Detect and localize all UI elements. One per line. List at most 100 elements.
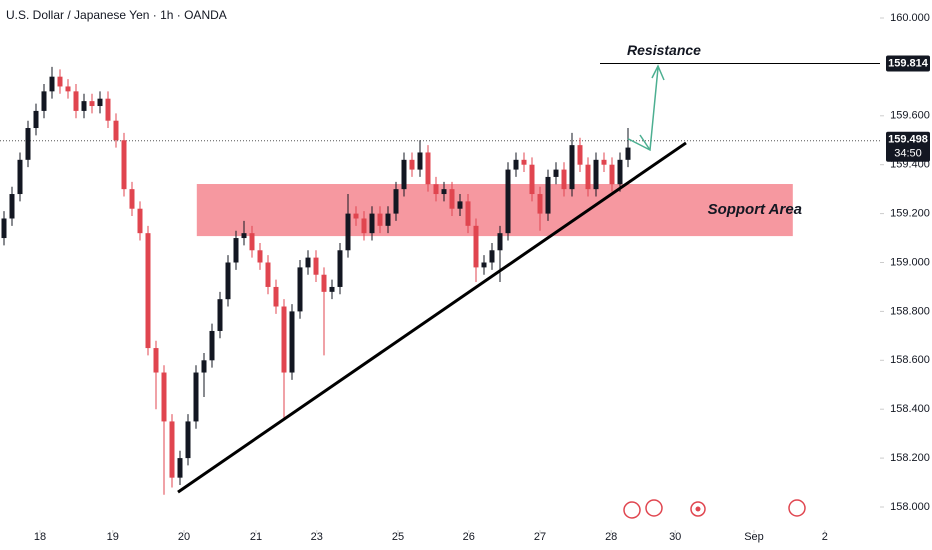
y-tick-label: 159.600 — [890, 110, 930, 122]
x-tick-label: 21 — [250, 531, 262, 543]
candle-body — [321, 274, 327, 292]
candle-body — [65, 86, 71, 92]
candle-body — [585, 164, 591, 190]
y-tick-label: 158.200 — [890, 452, 930, 464]
countdown-label: 34:50 — [894, 148, 922, 160]
candle-body — [497, 233, 503, 251]
projection-arrow — [627, 64, 665, 152]
candle-body — [337, 250, 343, 287]
trendline — [177, 141, 687, 494]
candle-body — [73, 91, 79, 111]
candle-body — [57, 76, 63, 87]
candle-body — [305, 257, 311, 268]
event-icon — [645, 499, 663, 517]
candle-body — [553, 169, 559, 177]
x-tick-label: 26 — [463, 531, 475, 543]
candle-body — [625, 147, 631, 160]
candle-body — [297, 267, 303, 312]
candle-body — [577, 145, 583, 165]
candle-body — [185, 421, 191, 459]
last-price-label: 159.498 — [888, 134, 928, 146]
candle-body — [457, 201, 463, 209]
candle-body — [601, 159, 607, 165]
candle-body — [97, 98, 103, 107]
candle-body — [161, 372, 167, 422]
y-tick-label: 158.600 — [890, 354, 930, 366]
x-tick-label: 27 — [534, 531, 546, 543]
candle-body — [369, 213, 375, 234]
candle-body — [361, 218, 367, 234]
candle-body — [41, 91, 47, 111]
x-tick-label: 20 — [178, 531, 190, 543]
y-tick-label: 158.400 — [890, 403, 930, 415]
candle-body — [1, 218, 7, 239]
y-tick-label: 158.000 — [890, 501, 930, 513]
candle-body — [209, 330, 215, 361]
last-price-box — [886, 131, 930, 162]
candle-body — [377, 213, 383, 226]
candle-body — [561, 169, 567, 190]
x-tick-label: Sep — [744, 531, 764, 543]
x-tick-label: 28 — [605, 531, 617, 543]
candle-body — [409, 159, 415, 170]
candle-body — [401, 159, 407, 190]
x-tick-label: 2 — [822, 531, 828, 543]
candle-body — [273, 286, 279, 307]
candle-body — [233, 238, 239, 263]
candle-body — [129, 189, 135, 209]
candle-body — [489, 250, 495, 263]
candle-body — [521, 159, 527, 165]
resistance-price-box — [886, 55, 930, 72]
candle-body — [169, 421, 175, 478]
candle-body — [33, 110, 39, 129]
candle-body — [529, 164, 535, 195]
candle-body — [433, 184, 439, 195]
x-tick-label: 30 — [669, 531, 681, 543]
candle-body — [617, 159, 623, 185]
x-tick-label: 18 — [34, 531, 46, 543]
candle-body — [113, 120, 119, 141]
candle-body — [121, 140, 127, 190]
chart-title: U.S. Dollar / Japanese Yen · 1h · OANDA — [6, 8, 227, 22]
candle-body — [201, 360, 207, 373]
candle-body — [105, 98, 111, 121]
candle-body — [137, 208, 143, 234]
y-tick-label: 160.000 — [890, 12, 930, 24]
candle-body — [25, 128, 31, 160]
candle-body — [569, 145, 575, 190]
candle-body — [329, 286, 335, 292]
support-label: Sopport Area — [708, 201, 802, 218]
x-tick-label: 23 — [311, 531, 323, 543]
y-tick-label: 158.800 — [890, 305, 930, 317]
candle-body — [505, 169, 511, 234]
candle-body — [217, 299, 223, 331]
x-tick-label: 25 — [392, 531, 404, 543]
candle-body — [441, 189, 447, 195]
event-icon — [695, 506, 701, 512]
x-tick-label: 19 — [107, 531, 119, 543]
candle-body — [393, 189, 399, 214]
candle-body — [425, 152, 431, 185]
candle-body — [513, 159, 519, 170]
candle-body — [385, 213, 391, 226]
event-icons — [196, 184, 806, 519]
event-icon — [623, 501, 641, 519]
candle-body — [145, 233, 151, 349]
candle-body — [537, 194, 543, 214]
candle-body — [313, 257, 319, 275]
candle-body — [49, 76, 55, 92]
candle-body — [81, 101, 87, 111]
candle-body — [153, 348, 159, 373]
candle-body — [89, 101, 95, 107]
candle-body — [353, 213, 359, 219]
candle-body — [545, 176, 551, 214]
candle-body — [241, 233, 247, 239]
candle-body — [17, 159, 23, 195]
candle-body — [9, 194, 15, 219]
candle-body — [265, 262, 271, 287]
candle-body — [249, 233, 255, 251]
candle-body — [473, 225, 479, 268]
candle-body — [281, 306, 287, 373]
